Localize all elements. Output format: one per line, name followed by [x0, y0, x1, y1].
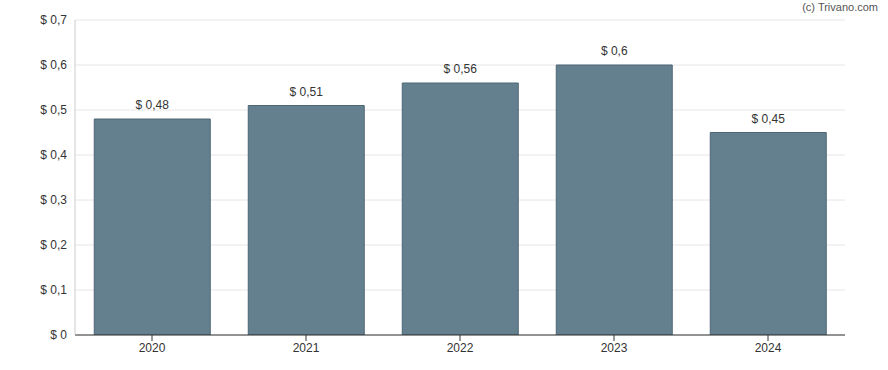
svg-text:$ 0,48: $ 0,48	[136, 98, 170, 112]
svg-text:$ 0,3: $ 0,3	[40, 193, 67, 207]
svg-text:$ 0,2: $ 0,2	[40, 238, 67, 252]
svg-text:2023: 2023	[601, 341, 628, 355]
svg-text:$ 0,6: $ 0,6	[40, 58, 67, 72]
svg-text:2021: 2021	[293, 341, 320, 355]
html-text:(c) Trivano.com: (c) Trivano.com	[802, 1, 878, 13]
svg-text:$ 0: $ 0	[50, 328, 67, 342]
svg-text:$ 0,56: $ 0,56	[444, 62, 478, 76]
svg-text:$ 0,7: $ 0,7	[40, 13, 67, 27]
svg-text:$ 0,4: $ 0,4	[40, 148, 67, 162]
svg-text:$ 0,51: $ 0,51	[290, 85, 324, 99]
svg-text:2024: 2024	[755, 341, 782, 355]
svg-text:$ 0,5: $ 0,5	[40, 103, 67, 117]
svg-text:$ 0,1: $ 0,1	[40, 283, 67, 297]
svg-text:$ 0,45: $ 0,45	[752, 112, 786, 126]
svg-text:2020: 2020	[139, 341, 166, 355]
svg-text:$ 0,6: $ 0,6	[601, 44, 628, 58]
svg-text:2022: 2022	[447, 341, 474, 355]
